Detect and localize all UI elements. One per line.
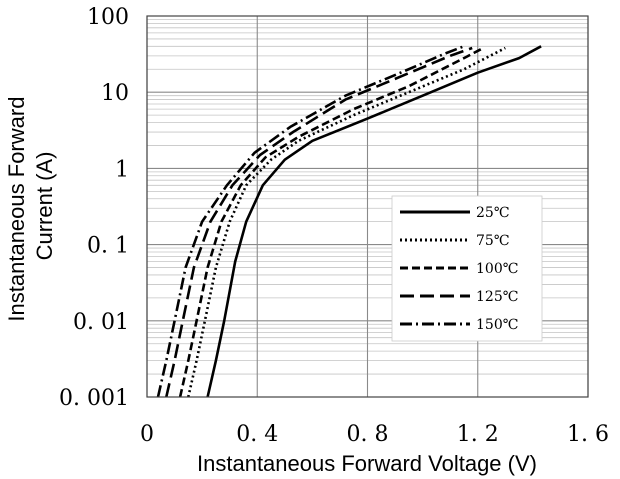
series-line — [165, 46, 473, 398]
y-tick-label: 0. 001 — [59, 386, 129, 411]
legend-label: 100℃ — [476, 261, 518, 277]
legend-label: 125℃ — [476, 289, 518, 305]
x-tick-label: 0. 4 — [236, 422, 278, 447]
y-tick-label: 1 — [115, 157, 129, 182]
series-line — [187, 46, 506, 398]
y-tick-label: 0. 1 — [87, 234, 129, 259]
y-tick-label: 10 — [101, 81, 129, 106]
x-axis-title: Instantaneous Forward Voltage (V) — [197, 451, 537, 476]
legend-label: 75℃ — [476, 233, 509, 249]
y-tick-label: 100 — [87, 5, 129, 30]
x-tick-label: 1. 6 — [567, 422, 609, 447]
series-line — [178, 46, 484, 398]
x-tick-label: 0 — [140, 422, 154, 447]
y-axis-title-line-2: Current (A) — [32, 152, 57, 261]
legend-label: 25℃ — [476, 205, 509, 221]
y-axis-title: Instantaneous Forward Current (A) — [4, 90, 57, 321]
x-axis-ticks: 0 0. 4 0. 8 1. 2 1. 6 — [140, 422, 609, 447]
legend: 25℃ 75℃ 100℃ 125℃ 150℃ — [391, 195, 543, 342]
y-axis-ticks: 0. 001 0. 01 0. 1 1 10 100 — [59, 5, 129, 411]
series-group — [156, 45, 542, 398]
series-line — [156, 45, 465, 398]
plot-area-border — [146, 15, 589, 398]
x-tick-label: 1. 2 — [457, 422, 499, 447]
series-line — [206, 45, 542, 398]
x-tick-label: 0. 8 — [347, 422, 389, 447]
legend-label: 150℃ — [476, 317, 518, 333]
y-tick-label: 0. 01 — [73, 310, 129, 335]
y-axis-title-line-1: Instantaneous Forward — [4, 97, 29, 322]
